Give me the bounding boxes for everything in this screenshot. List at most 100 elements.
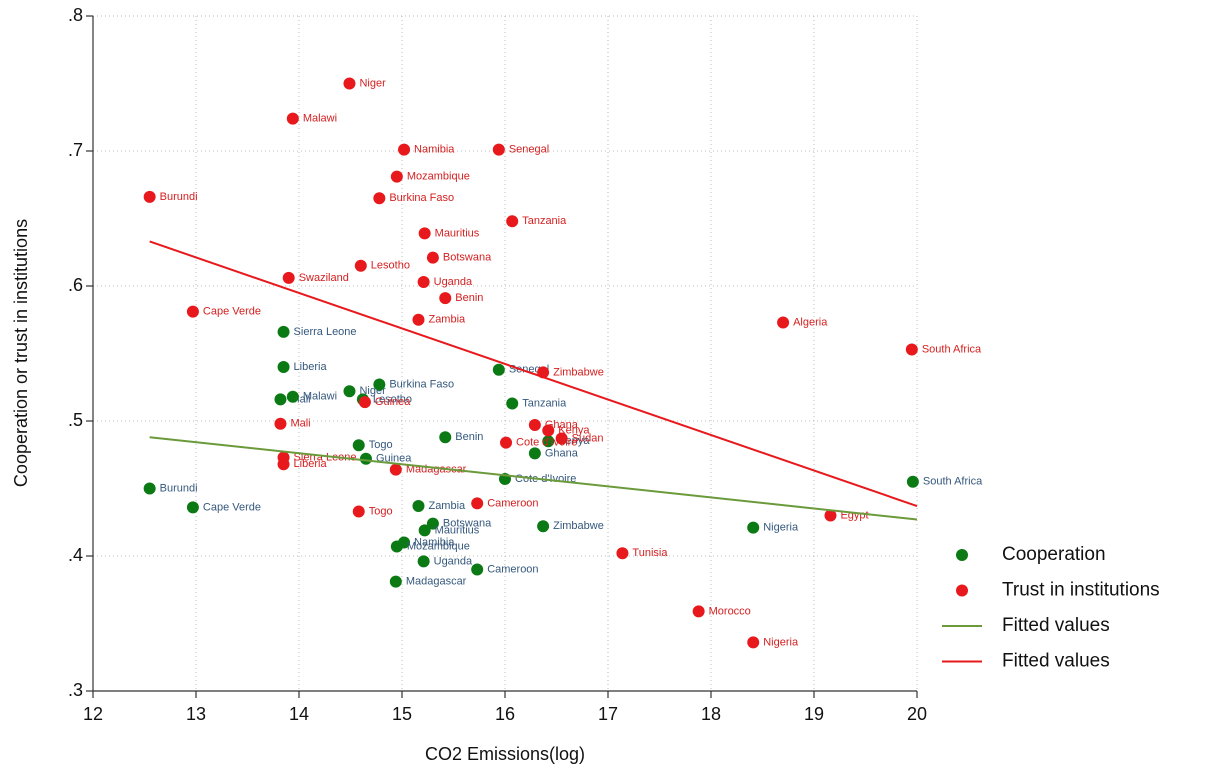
point-label: Uganda	[434, 276, 473, 288]
point	[692, 605, 705, 618]
point-label: Algeria	[793, 316, 828, 328]
point-label: Sierra Leone	[294, 326, 357, 338]
x-tick-label: 19	[804, 704, 824, 724]
point-label: Burundi	[160, 482, 198, 494]
point	[186, 305, 199, 318]
point	[143, 482, 156, 495]
point	[390, 170, 403, 183]
point	[492, 363, 505, 376]
point	[286, 390, 299, 403]
fit-line	[149, 240, 918, 507]
point-label: Botswana	[443, 252, 492, 264]
point	[390, 540, 403, 553]
point	[418, 227, 431, 240]
point-label: Nigeria	[763, 522, 799, 534]
point	[471, 563, 484, 576]
point-label: Cape Verde	[203, 306, 261, 318]
point	[747, 636, 760, 649]
point	[282, 271, 295, 284]
point	[492, 143, 505, 156]
point-label: Tanzania	[522, 215, 567, 227]
point-label: Mali	[290, 418, 310, 430]
x-axis-title: CO2 Emissions(log)	[425, 744, 585, 764]
point-label: Tanzania	[522, 397, 567, 409]
point	[417, 275, 430, 288]
legend-label: Trust in institutions	[1002, 580, 1160, 601]
legend-marker	[956, 549, 968, 561]
point	[359, 452, 372, 465]
point-label: Zambia	[428, 314, 466, 326]
y-tick-label: .8	[68, 5, 83, 25]
point-label: South Africa	[922, 343, 982, 355]
point	[389, 463, 402, 476]
point-label: Benin	[455, 431, 483, 443]
point-label: Sudan	[572, 432, 604, 444]
x-tick-label: 14	[289, 704, 309, 724]
y-tick-label: .6	[68, 275, 83, 295]
point	[528, 447, 541, 460]
x-tick-label: 17	[598, 704, 618, 724]
x-tick-label: 18	[701, 704, 721, 724]
y-tick-label: .4	[68, 545, 83, 565]
point	[616, 547, 629, 560]
y-tick-label: .7	[68, 140, 83, 160]
point-label: Tunisia	[632, 547, 668, 559]
point-label: Uganda	[434, 555, 473, 567]
point	[418, 524, 431, 537]
y-tick-label: .5	[68, 410, 83, 430]
point	[542, 435, 555, 448]
y-axis-title: Cooperation or trust in institutions	[11, 219, 31, 487]
point	[277, 361, 290, 373]
point-label: Cote d'Ivoire	[516, 437, 577, 449]
point	[286, 112, 299, 125]
point-label: Burkina Faso	[389, 192, 454, 204]
point	[439, 431, 452, 444]
y-tick-label: .3	[68, 680, 83, 700]
point	[412, 313, 425, 326]
point-label: Lesotho	[371, 260, 410, 272]
point-label: Namibia	[414, 144, 455, 156]
point	[777, 316, 790, 329]
point-label: Madagascar	[406, 576, 467, 588]
point	[343, 385, 356, 398]
point-label: Malawi	[303, 391, 337, 403]
point-label: Senegal	[509, 144, 549, 156]
point-label: Botswana	[443, 518, 492, 530]
point	[186, 501, 199, 514]
point-label: Nigeria	[763, 636, 799, 648]
point-label: Liberia	[294, 361, 328, 373]
legend-label: Fitted values	[1002, 615, 1110, 636]
point	[277, 325, 290, 338]
point-label: Guinea	[375, 396, 411, 408]
point	[537, 520, 550, 533]
point	[354, 259, 367, 272]
point	[905, 343, 918, 356]
x-tick-label: 16	[495, 704, 515, 724]
point-label: Zimbabwe	[553, 520, 604, 532]
point-label: Zambia	[428, 500, 466, 512]
point-label: Kenya	[558, 424, 590, 436]
point	[373, 378, 386, 391]
x-tick-label: 12	[83, 704, 103, 724]
point	[398, 143, 411, 156]
point-label: Niger	[359, 77, 386, 89]
point-label: Cameroon	[487, 497, 538, 509]
x-tick-label: 13	[186, 704, 206, 724]
point	[274, 393, 287, 406]
point-label: Lesotho	[373, 393, 412, 405]
point	[824, 509, 837, 522]
legend-label: Cooperation	[1002, 544, 1106, 565]
point-label: Mauritius	[435, 524, 480, 536]
point-label: Mozambique	[407, 540, 470, 552]
point	[906, 475, 919, 488]
point	[426, 251, 439, 264]
point-label: Mauritius	[435, 227, 480, 239]
point	[528, 419, 541, 432]
point-label: Morocco	[709, 605, 751, 617]
point	[274, 417, 287, 430]
point-label: Togo	[369, 505, 393, 517]
point	[352, 505, 365, 518]
point-label: Liberia	[294, 458, 328, 470]
point	[412, 500, 425, 513]
x-tick-label: 20	[907, 704, 927, 724]
